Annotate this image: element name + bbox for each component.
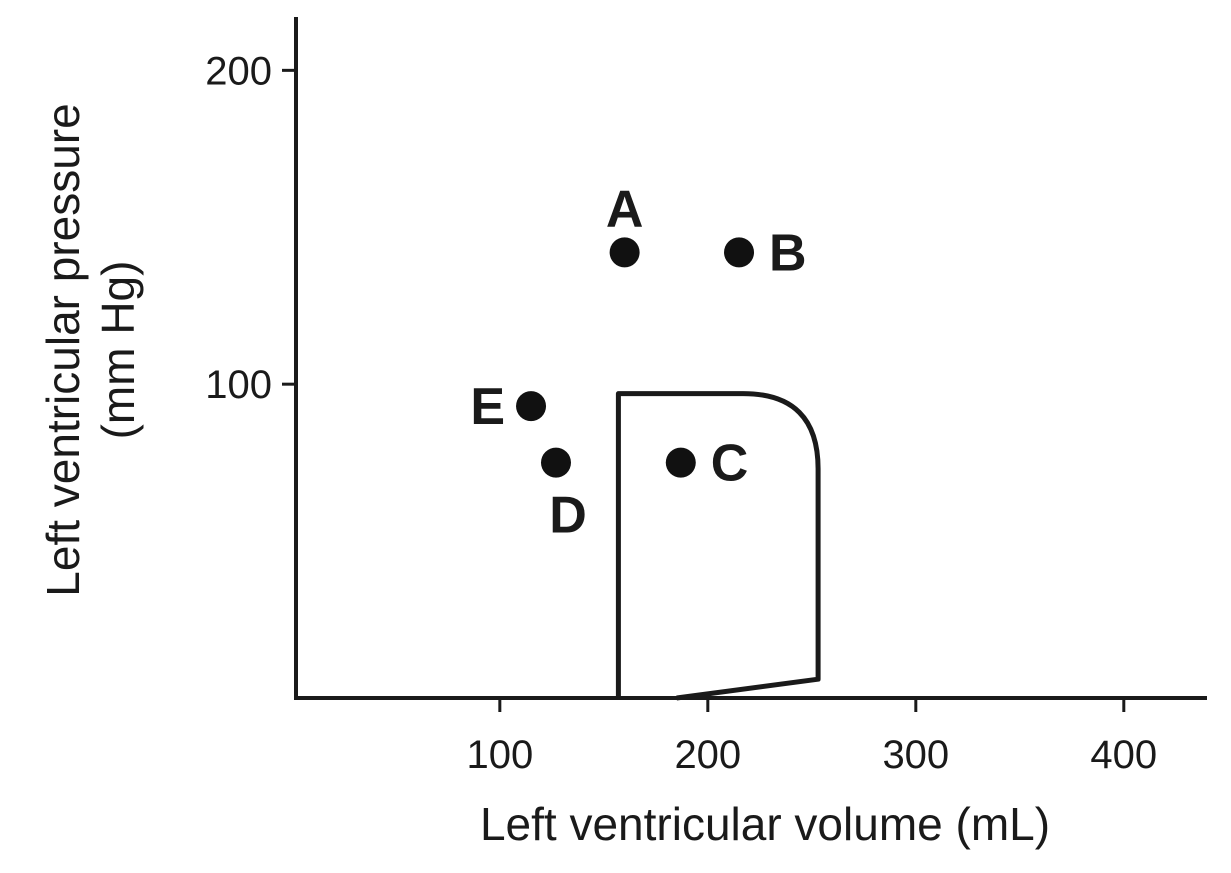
x-axis-title: Left ventricular volume (mL) — [480, 798, 1050, 850]
point-label-a: A — [606, 180, 644, 238]
point-c — [665, 447, 696, 478]
pressure-volume-loop-layer — [615, 391, 821, 701]
point-d — [540, 447, 571, 478]
point-label-d: D — [549, 487, 587, 545]
x-tick-label: 400 — [1090, 733, 1157, 777]
y-tick-label: 100 — [205, 363, 272, 407]
y-tick-label: 200 — [205, 49, 272, 93]
axes: 100 200 300 400 100 200 — [205, 17, 1207, 777]
point-a — [609, 237, 640, 268]
x-tick-label: 100 — [466, 733, 533, 777]
y-axis-title-line2: (mm Hg) — [92, 261, 144, 440]
y-axis-title-line1: Left ventricular pressure — [37, 103, 89, 596]
pv-loop — [615, 391, 821, 701]
points-layer: A B C DE — [470, 180, 806, 544]
point-label-b: B — [769, 224, 807, 282]
point-b — [724, 237, 755, 268]
point-label-c: C — [711, 435, 749, 493]
point-e — [516, 391, 547, 422]
point-label-e: E — [470, 378, 505, 436]
x-tick-label: 200 — [674, 733, 741, 777]
x-tick-label: 300 — [882, 733, 949, 777]
